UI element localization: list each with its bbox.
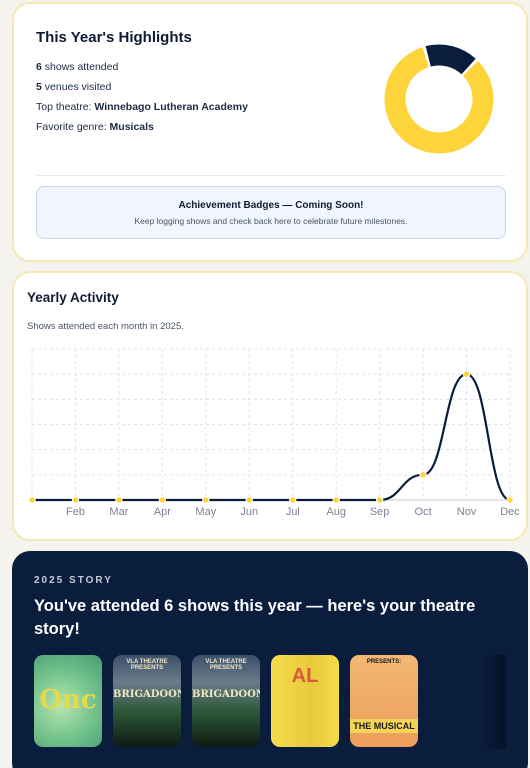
x-tick-jun: Jun (240, 506, 258, 518)
divider (36, 175, 506, 176)
activity-subtitle: Shows attended each month in 2025. (27, 321, 184, 332)
story-card: 2025 STORY You've attended 6 shows this … (12, 551, 528, 768)
poster-top-text: VLA THEATRE PRESENTS (205, 659, 247, 671)
top-theatre-stat: Top theatre: Winnebago Lutheran Academy (36, 101, 248, 113)
genre-value: Musicals (109, 121, 154, 133)
x-tick-apr: Apr (154, 506, 171, 518)
data-point-oct[interactable] (419, 471, 427, 479)
story-headline: You've attended 6 shows this year — here… (34, 597, 476, 638)
poster-title-text: BRIGADOON (192, 689, 260, 700)
data-point-jul[interactable] (289, 496, 297, 504)
donut-segment-1 (425, 44, 476, 75)
x-tick-nov: Nov (457, 506, 477, 518)
top-theatre-label: Top theatre: (36, 101, 95, 113)
x-tick-aug: Aug (326, 506, 346, 518)
x-tick-jul: Jul (286, 506, 300, 518)
poster-yellow-show[interactable]: AL (271, 655, 339, 747)
venues-label: venues visited (41, 81, 112, 93)
poster-top-text: VLA THEATRE PRESENTS (126, 659, 168, 671)
achievement-badges-banner: Achievement Badges — Coming Soon! Keep l… (36, 186, 506, 239)
badges-subtitle: Keep logging shows and check back here t… (134, 216, 408, 226)
donut-segment-0 (384, 47, 494, 154)
venues-count: 5 (36, 81, 42, 93)
data-point-dec[interactable] (506, 496, 514, 504)
shows-label: shows attended (41, 61, 119, 73)
poster-carousel[interactable]: Onc VLA THEATRE PRESENTS BRIGADOON VLA THEA… (34, 655, 528, 747)
carousel-fade-edge (482, 655, 506, 749)
x-tick-mar: Mar (109, 506, 128, 518)
data-point-mar[interactable] (115, 496, 123, 504)
poster-title-text: THE MUSICAL (350, 719, 418, 733)
x-tick-may: May (195, 506, 216, 518)
data-point-sep[interactable] (375, 496, 384, 504)
poster-title-text: AL (291, 665, 319, 687)
poster-brigadoon-2[interactable]: VLA THEATRE PRESENTS BRIGADOON (192, 655, 260, 747)
x-tick-feb: Feb (66, 506, 85, 518)
poster-title-text: BRIGADOON (113, 689, 181, 700)
shows-count: 6 (36, 61, 42, 73)
favorite-genre-stat: Favorite genre: Musicals (36, 121, 154, 133)
poster-once[interactable]: Onc (34, 655, 102, 747)
poster-title-text: Onc (39, 685, 97, 715)
chart-grid (31, 348, 511, 501)
poster-top-text: PRESENTS: (366, 659, 402, 665)
poster-the-musical[interactable]: PRESENTS: THE MUSICAL (350, 655, 418, 747)
highlights-card: This Year's Highlights 6 shows attended … (12, 2, 528, 262)
data-point-apr[interactable] (158, 496, 167, 504)
data-point-jan[interactable] (28, 496, 36, 504)
x-tick-sep: Sep (370, 506, 390, 518)
top-theatre-value: Winnebago Lutheran Academy (94, 101, 248, 113)
data-point-nov[interactable] (462, 370, 471, 378)
highlights-title: This Year's Highlights (36, 29, 192, 46)
venues-visited-stat: 5 venues visited (36, 81, 111, 93)
x-tick-oct: Oct (415, 506, 432, 518)
data-point-jun[interactable] (245, 496, 253, 504)
genre-donut-chart (384, 44, 494, 154)
activity-line (31, 373, 511, 502)
data-point-feb[interactable] (71, 496, 80, 504)
shows-attended-stat: 6 shows attended (36, 61, 118, 73)
data-point-aug[interactable] (332, 496, 340, 504)
activity-title: Yearly Activity (27, 290, 119, 305)
yearly-activity-card: Yearly Activity Shows attended each mont… (12, 271, 528, 541)
poster-brigadoon-1[interactable]: VLA THEATRE PRESENTS BRIGADOON (113, 655, 181, 747)
monthly-activity-line-chart: Feb Mar Apr May Jun Jul Aug Sep Oct Nov Dec (28, 348, 520, 518)
story-kicker: 2025 STORY (34, 575, 113, 586)
data-point-may[interactable] (202, 496, 210, 504)
genre-label: Favorite genre: (36, 121, 110, 133)
badges-title: Achievement Badges — Coming Soon! (178, 200, 364, 211)
x-tick-dec: Dec (500, 506, 520, 518)
